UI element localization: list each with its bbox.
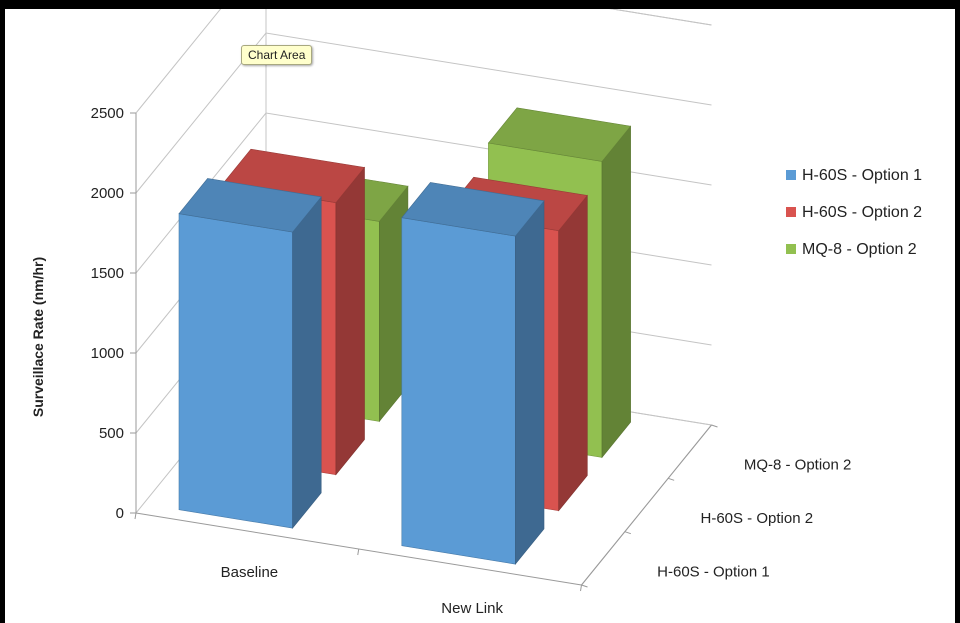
depth-tick [711, 424, 718, 428]
bar-side-face [335, 166, 365, 476]
depth-axis-label: H-60S - Option 2 [701, 510, 814, 527]
y-tick-label: 500 [99, 425, 124, 442]
y-tick-label: 2500 [91, 105, 124, 122]
bar-side-face [515, 200, 545, 565]
y-tick-label: 1000 [91, 345, 124, 362]
x-tick [357, 548, 360, 556]
bar-top-face [178, 178, 322, 233]
bar-side-face [601, 125, 631, 459]
bars [178, 107, 632, 565]
bar-top-face [401, 182, 545, 237]
axis-labels: 0 500 1000 1500 2000 2500 Baseline New Link H-60… [91, 105, 852, 617]
bar-side-face [292, 196, 322, 529]
x-category-label: New Link [441, 600, 503, 617]
bar-side-face [558, 194, 588, 512]
x-tick [580, 584, 582, 592]
y-tick-label: 1500 [91, 265, 124, 282]
chart-area-tooltip: Chart Area [241, 45, 313, 65]
legend-label: H-60S - Option 1 [802, 167, 922, 184]
bar-top-face [487, 107, 632, 162]
x-category-label: Baseline [221, 564, 279, 581]
y-tick-label: 0 [116, 505, 124, 522]
legend-label: MQ-8 - Option 2 [802, 241, 917, 258]
bar [178, 178, 322, 529]
bar-chart-3d: 0 500 1000 1500 2000 2500 Baseline New Link H-60… [30, 9, 922, 617]
legend: H-60S - Option 1 H-60S - Option 2 MQ-8 - O… [786, 167, 922, 258]
axes [130, 112, 718, 592]
bar [401, 182, 545, 565]
x-tick [134, 512, 137, 520]
depth-axis-line [581, 424, 712, 586]
depth-tick [624, 531, 631, 535]
y-tick-label: 2000 [91, 185, 124, 202]
chart-area[interactable]: 0 500 1000 1500 2000 2500 Baseline New Link H-60… [5, 9, 955, 623]
legend-swatch [786, 170, 796, 180]
legend-swatch [786, 207, 796, 217]
legend-label: H-60S - Option 2 [802, 204, 922, 221]
bar-front-face [401, 217, 516, 565]
depth-axis-label: MQ-8 - Option 2 [744, 457, 852, 474]
bar-front-face [178, 213, 293, 529]
legend-swatch [786, 244, 796, 254]
y-axis-title: Surveillace Rate (nm/hr) [30, 257, 46, 417]
depth-tick [668, 477, 675, 481]
depth-axis-label: H-60S - Option 1 [657, 563, 770, 580]
depth-tick [581, 584, 588, 588]
gridline [135, 9, 712, 114]
back-wall-top-edge [609, 9, 712, 26]
